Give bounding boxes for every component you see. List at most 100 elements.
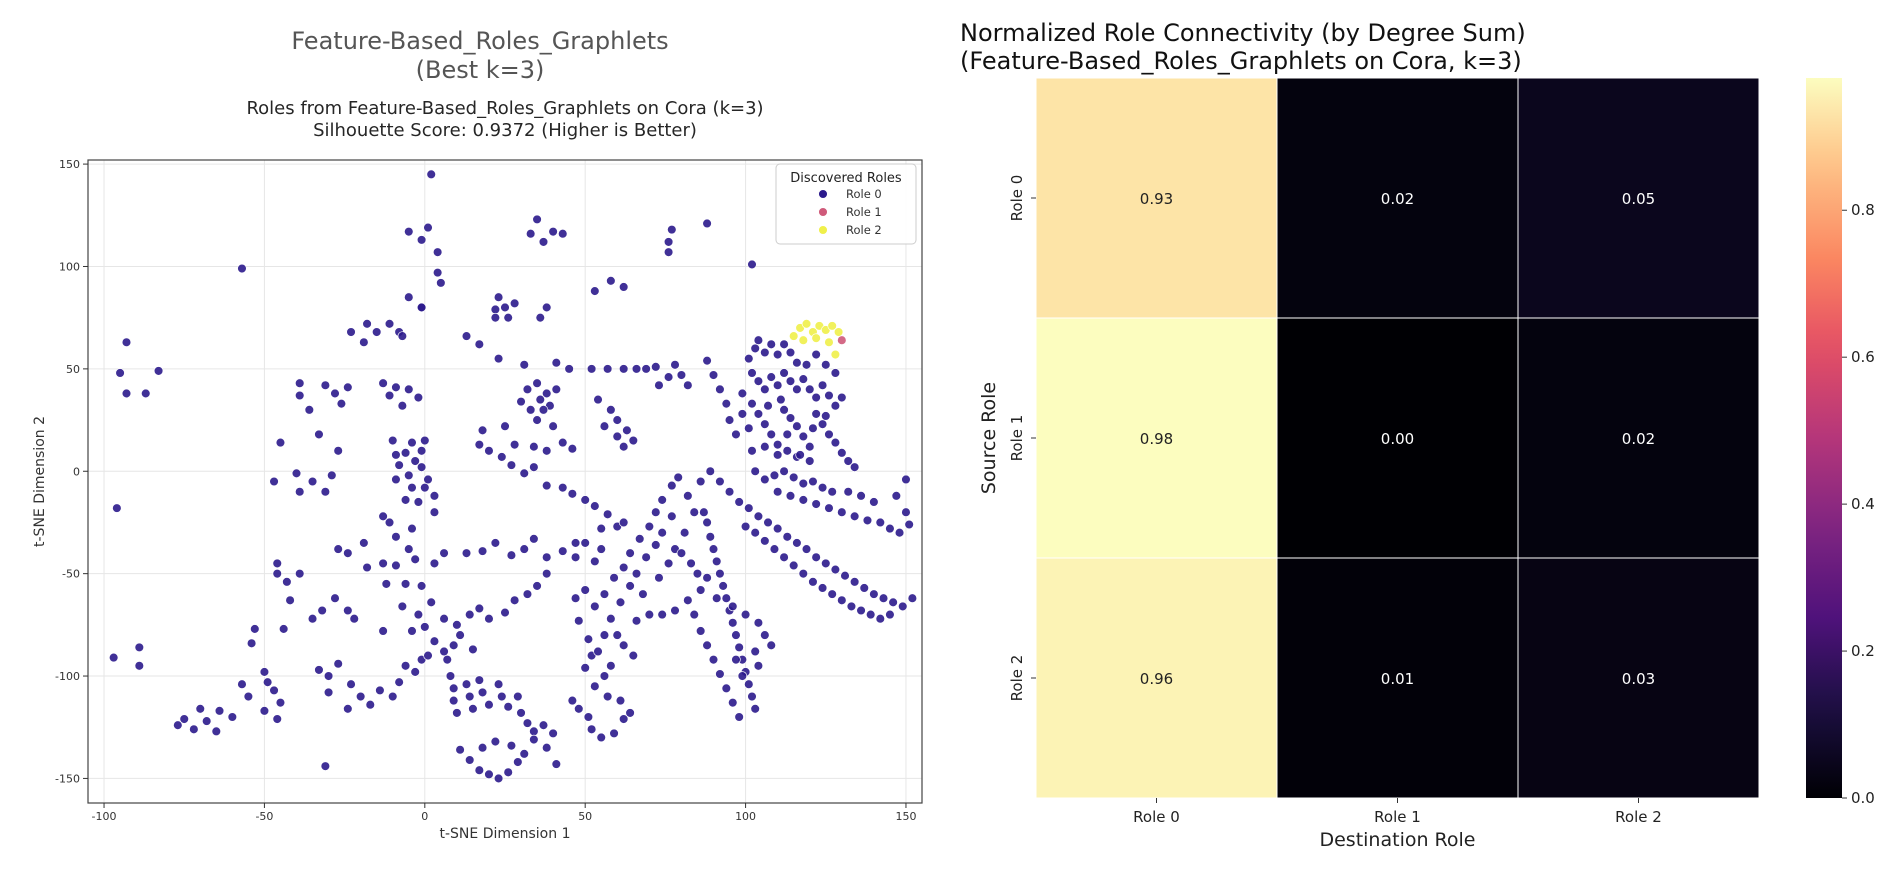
scatter-point — [513, 691, 523, 702]
scatter-point — [628, 435, 639, 446]
scatter-point — [702, 640, 712, 651]
scatter-point — [772, 523, 783, 534]
scatter-point — [772, 450, 783, 460]
scatter-point — [715, 669, 725, 679]
scatter-point — [567, 489, 578, 499]
scatter-point — [407, 523, 417, 534]
scatter-point — [695, 626, 706, 636]
scatter-point — [808, 476, 818, 487]
scatter-point — [407, 482, 417, 493]
scatter-point — [657, 609, 667, 620]
scatter-point — [227, 712, 238, 722]
scatter-point — [689, 609, 700, 620]
scatter-point — [737, 671, 748, 681]
scatter-point — [493, 679, 504, 689]
scatter-point — [291, 468, 302, 479]
scatter-point — [667, 480, 677, 491]
scatter-point — [615, 597, 626, 608]
scatter-point — [432, 267, 443, 278]
scatter-point — [788, 560, 799, 571]
scatter-point — [792, 421, 802, 431]
scatter-point — [663, 372, 674, 382]
scatter-point — [811, 499, 821, 509]
scatter-point — [529, 734, 539, 745]
scatter-point — [477, 687, 488, 698]
scatter-point — [599, 589, 610, 599]
scatter-point — [776, 394, 786, 405]
scatter-point — [314, 665, 324, 675]
scatter-point — [333, 446, 343, 456]
heatmap-panel: Normalized Role Connectivity (by Degree … — [960, 0, 1900, 871]
scatter-title: Roles from Feature-Based_Roles_Graphlets… — [0, 98, 1010, 142]
heatmap-cell-label: 0.02 — [1381, 190, 1414, 208]
scatter-point — [477, 425, 488, 436]
scatter-point — [663, 237, 674, 247]
heatmap-x-tick-label: Role 0 — [1133, 808, 1180, 826]
colorbar-tick-label: 0.6 — [1851, 348, 1875, 366]
scatter-point — [294, 568, 305, 579]
scatter-point — [387, 435, 398, 446]
scatter-point — [500, 421, 510, 431]
scatter-point — [532, 581, 542, 591]
scatter-point — [391, 382, 401, 393]
scatter-point — [615, 695, 626, 706]
scatter-point — [474, 765, 485, 775]
scatter-point — [243, 691, 254, 702]
scatter-point — [250, 624, 260, 634]
x-tick-label: 100 — [735, 810, 756, 823]
scatter-point — [824, 429, 834, 440]
scatter-point — [670, 360, 680, 370]
scatter-point — [484, 613, 494, 624]
scatter-point — [827, 486, 837, 497]
scatter-point — [541, 480, 552, 491]
scatter-point — [644, 609, 655, 620]
scatter-point — [503, 702, 513, 712]
scatter-point — [731, 630, 741, 640]
scatter-point — [596, 732, 606, 743]
scatter-point — [821, 360, 831, 370]
scatter-point — [541, 568, 552, 579]
scatter-point — [869, 497, 879, 507]
y-tick-label: -100 — [55, 670, 80, 683]
scatter-point — [426, 597, 436, 608]
scatter-point — [750, 646, 760, 657]
scatter-point — [404, 292, 414, 302]
scatter-point — [474, 603, 485, 614]
scatter-point — [734, 642, 744, 653]
scatter-point — [798, 495, 809, 505]
scatter-point — [904, 519, 914, 530]
scatter-point — [410, 667, 420, 677]
scatter-point — [384, 319, 395, 329]
scatter-point — [798, 431, 809, 442]
scatter-point — [400, 661, 411, 671]
scatter-point — [747, 259, 757, 270]
scatter-point — [346, 679, 356, 689]
scatter-point — [464, 755, 475, 765]
scatter-point — [349, 613, 359, 624]
scatter-point — [849, 577, 860, 587]
scatter-point — [667, 511, 677, 522]
scatter-point — [753, 511, 764, 522]
scatter-point — [343, 704, 353, 714]
scatter-point — [359, 538, 369, 548]
scatter-point — [538, 405, 549, 415]
scatter-point — [686, 558, 696, 569]
scatter-point — [779, 368, 789, 378]
scatter-point — [651, 362, 661, 372]
scatter-point — [320, 380, 331, 391]
scatter-point — [772, 349, 783, 360]
legend-title: Discovered Roles — [790, 171, 902, 186]
scatter-point — [609, 572, 619, 583]
scatter-point — [875, 517, 886, 528]
scatter-point — [782, 429, 793, 440]
scatter-point — [416, 446, 427, 456]
scatter-point — [837, 392, 847, 403]
scatter-point — [429, 507, 440, 517]
scatter-point — [448, 695, 459, 706]
scatter-point — [513, 757, 523, 767]
scatter-suptitle: Feature-Based_Roles_Graphlets (Best k=3) — [0, 27, 960, 85]
scatter-point — [333, 659, 343, 669]
scatter-point — [112, 503, 122, 513]
scatter-suptitle-line1: Feature-Based_Roles_Graphlets — [291, 27, 669, 55]
scatter-point — [477, 546, 488, 556]
